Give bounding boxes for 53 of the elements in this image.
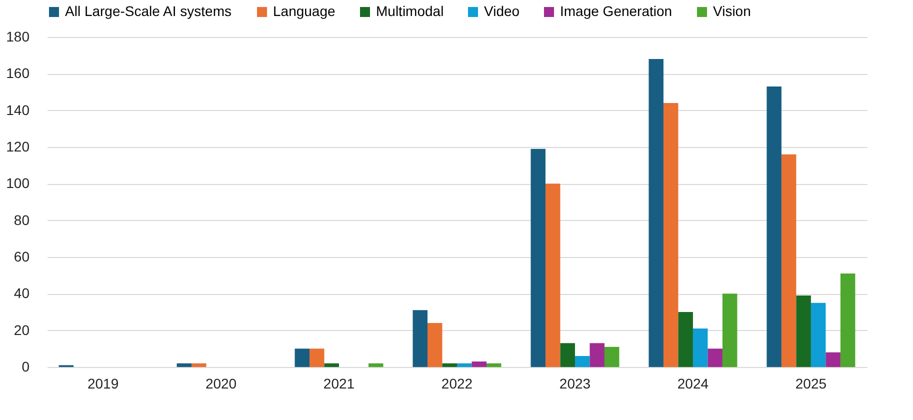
x-tick-label: 2019	[87, 376, 119, 392]
bar	[574, 356, 590, 367]
legend-label: All Large-Scale AI systems	[65, 3, 232, 19]
bar	[368, 363, 384, 367]
y-tick-label: 100	[6, 175, 30, 192]
bar	[604, 346, 620, 367]
bar	[781, 154, 796, 367]
bar	[692, 328, 708, 367]
bar	[560, 343, 575, 367]
x-tick-label: 2025	[795, 376, 827, 392]
legend-label: Language	[273, 3, 336, 19]
bar	[590, 343, 604, 367]
y-tick-label: 0	[22, 358, 30, 374]
y-tick-label: 140	[6, 102, 30, 118]
y-tick-label: 80	[14, 212, 30, 228]
y-tick-label: 180	[6, 28, 30, 44]
bar	[722, 294, 738, 367]
bar	[663, 103, 678, 367]
bar	[472, 362, 486, 367]
x-tick-label: 2021	[323, 376, 355, 392]
bar	[294, 348, 310, 367]
bar	[545, 184, 560, 367]
bar	[840, 274, 856, 367]
legend-label: Image Generation	[560, 3, 672, 19]
bar	[810, 302, 826, 367]
bar	[310, 348, 324, 367]
bar	[796, 296, 811, 367]
bar	[324, 363, 340, 367]
y-tick-label: 160	[6, 65, 30, 82]
legend-label: Video	[484, 3, 520, 19]
bar	[678, 312, 693, 367]
bar	[486, 363, 502, 367]
bar	[428, 323, 442, 367]
bar	[708, 348, 722, 367]
y-tick-label: 40	[14, 285, 30, 302]
bar	[457, 363, 472, 367]
bar	[766, 86, 782, 367]
bar	[648, 59, 664, 367]
y-tick-label: 20	[14, 322, 30, 338]
legend-label: Multimodal	[376, 3, 444, 19]
bar	[412, 310, 428, 367]
y-tick-label: 120	[6, 138, 30, 154]
bar	[826, 352, 840, 367]
bar	[442, 363, 457, 367]
x-tick-label: 2023	[559, 376, 591, 392]
x-tick-label: 2022	[441, 376, 473, 392]
x-tick-label: 2024	[677, 376, 709, 392]
y-tick-label: 60	[14, 248, 30, 264]
legend-label: Vision	[713, 3, 751, 19]
bar	[530, 148, 546, 367]
x-tick-label: 2020	[205, 376, 237, 392]
bar	[176, 363, 192, 367]
bar	[192, 363, 206, 367]
